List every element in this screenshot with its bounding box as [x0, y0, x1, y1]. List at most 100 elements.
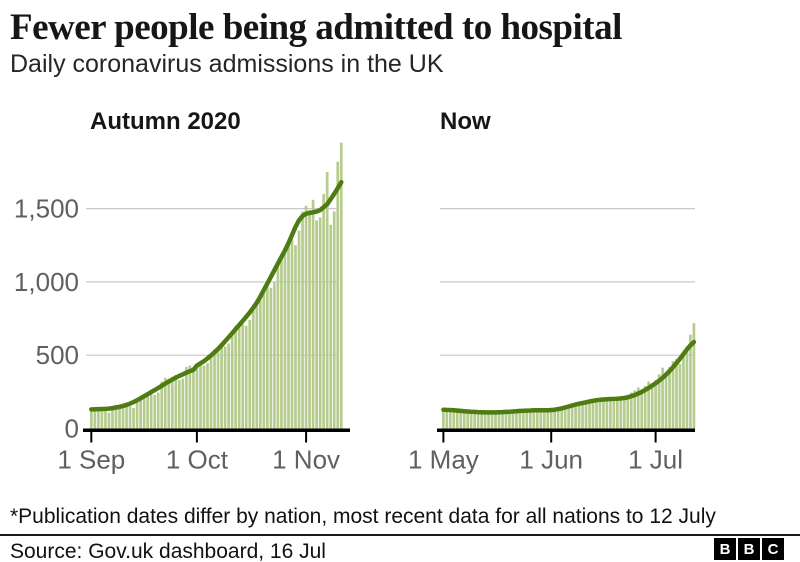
bar — [294, 245, 297, 429]
bar — [535, 410, 539, 429]
x-tick-label: 1 Sep — [57, 445, 125, 475]
bar — [206, 363, 209, 429]
bar — [442, 408, 445, 429]
bar — [322, 193, 326, 429]
bar — [308, 210, 311, 429]
bar — [255, 299, 259, 429]
page-subtitle: Daily coronavirus admissions in the UK — [10, 50, 444, 78]
bar — [202, 365, 206, 429]
bar — [445, 409, 449, 429]
bar — [178, 380, 181, 429]
bar — [689, 334, 692, 429]
bar — [318, 217, 322, 429]
bar — [329, 224, 333, 429]
footer-divider — [0, 534, 800, 536]
bar — [560, 407, 564, 429]
bar — [216, 347, 220, 429]
bar — [657, 374, 661, 429]
bar — [497, 412, 501, 429]
bar — [466, 410, 470, 429]
bar — [220, 344, 223, 429]
bar — [297, 230, 301, 429]
x-tick-label: 1 Jun — [519, 445, 583, 475]
bar — [581, 401, 584, 429]
bar — [661, 367, 664, 429]
bar — [668, 366, 671, 429]
bar — [160, 381, 164, 429]
bar — [266, 284, 269, 429]
bar — [501, 411, 504, 429]
bar — [605, 399, 609, 429]
bar — [643, 385, 647, 429]
bar — [142, 394, 146, 429]
bar — [539, 411, 543, 429]
bar — [121, 404, 125, 429]
x-tick-label: 1 Oct — [166, 445, 229, 475]
bar — [149, 391, 153, 429]
bar — [213, 349, 216, 429]
source-label: Source: Gov.uk dashboard, 16 Jul — [10, 540, 326, 562]
bar — [619, 399, 623, 429]
footnote: *Publication dates differ by nation, mos… — [10, 505, 716, 528]
bar — [588, 400, 591, 429]
bar — [276, 264, 280, 429]
bar — [671, 361, 675, 429]
bar — [125, 402, 128, 429]
bar — [97, 408, 100, 429]
bar — [490, 412, 494, 429]
bar — [626, 394, 630, 429]
bar — [287, 243, 290, 429]
bar — [280, 255, 283, 429]
bar — [563, 406, 567, 429]
bar — [301, 211, 304, 429]
bar — [234, 325, 238, 429]
bar — [325, 171, 329, 429]
bar — [241, 324, 245, 429]
bar — [515, 412, 518, 429]
y-tick-label: 0 — [65, 414, 79, 444]
bar — [692, 322, 696, 429]
bar — [111, 406, 114, 429]
bar — [473, 413, 477, 429]
bar — [118, 405, 121, 429]
bar — [595, 398, 598, 429]
bar — [459, 409, 463, 429]
bar — [167, 378, 171, 429]
panel-title-autumn-2020: Autumn 2020 — [90, 108, 241, 135]
bar — [567, 405, 570, 429]
trend-line — [441, 339, 697, 415]
y-tick-label: 1,000 — [14, 267, 79, 297]
bar — [139, 395, 142, 429]
bar — [185, 366, 188, 429]
bbc-logo: B B C — [714, 538, 784, 560]
bar — [258, 296, 262, 429]
bar — [609, 397, 612, 429]
x-axis — [437, 428, 695, 432]
bar — [104, 411, 107, 429]
bar — [192, 367, 195, 429]
bar — [529, 409, 532, 429]
bar — [262, 292, 266, 429]
bar — [90, 410, 93, 429]
bar — [511, 411, 515, 429]
bar — [100, 409, 104, 429]
bar — [188, 365, 192, 429]
bar — [487, 412, 490, 429]
bar — [107, 412, 111, 429]
bar — [223, 346, 227, 429]
bar — [199, 362, 202, 429]
trend-line — [89, 179, 344, 412]
bar — [290, 239, 294, 429]
bar — [678, 364, 682, 429]
bar — [174, 374, 178, 429]
bar — [636, 387, 640, 429]
bar — [546, 409, 550, 429]
bar — [584, 402, 588, 429]
bar — [462, 409, 466, 429]
bar — [650, 383, 654, 429]
bar — [156, 392, 160, 429]
bar — [336, 161, 340, 429]
bar — [542, 410, 546, 429]
y-tick-label: 500 — [36, 340, 79, 370]
